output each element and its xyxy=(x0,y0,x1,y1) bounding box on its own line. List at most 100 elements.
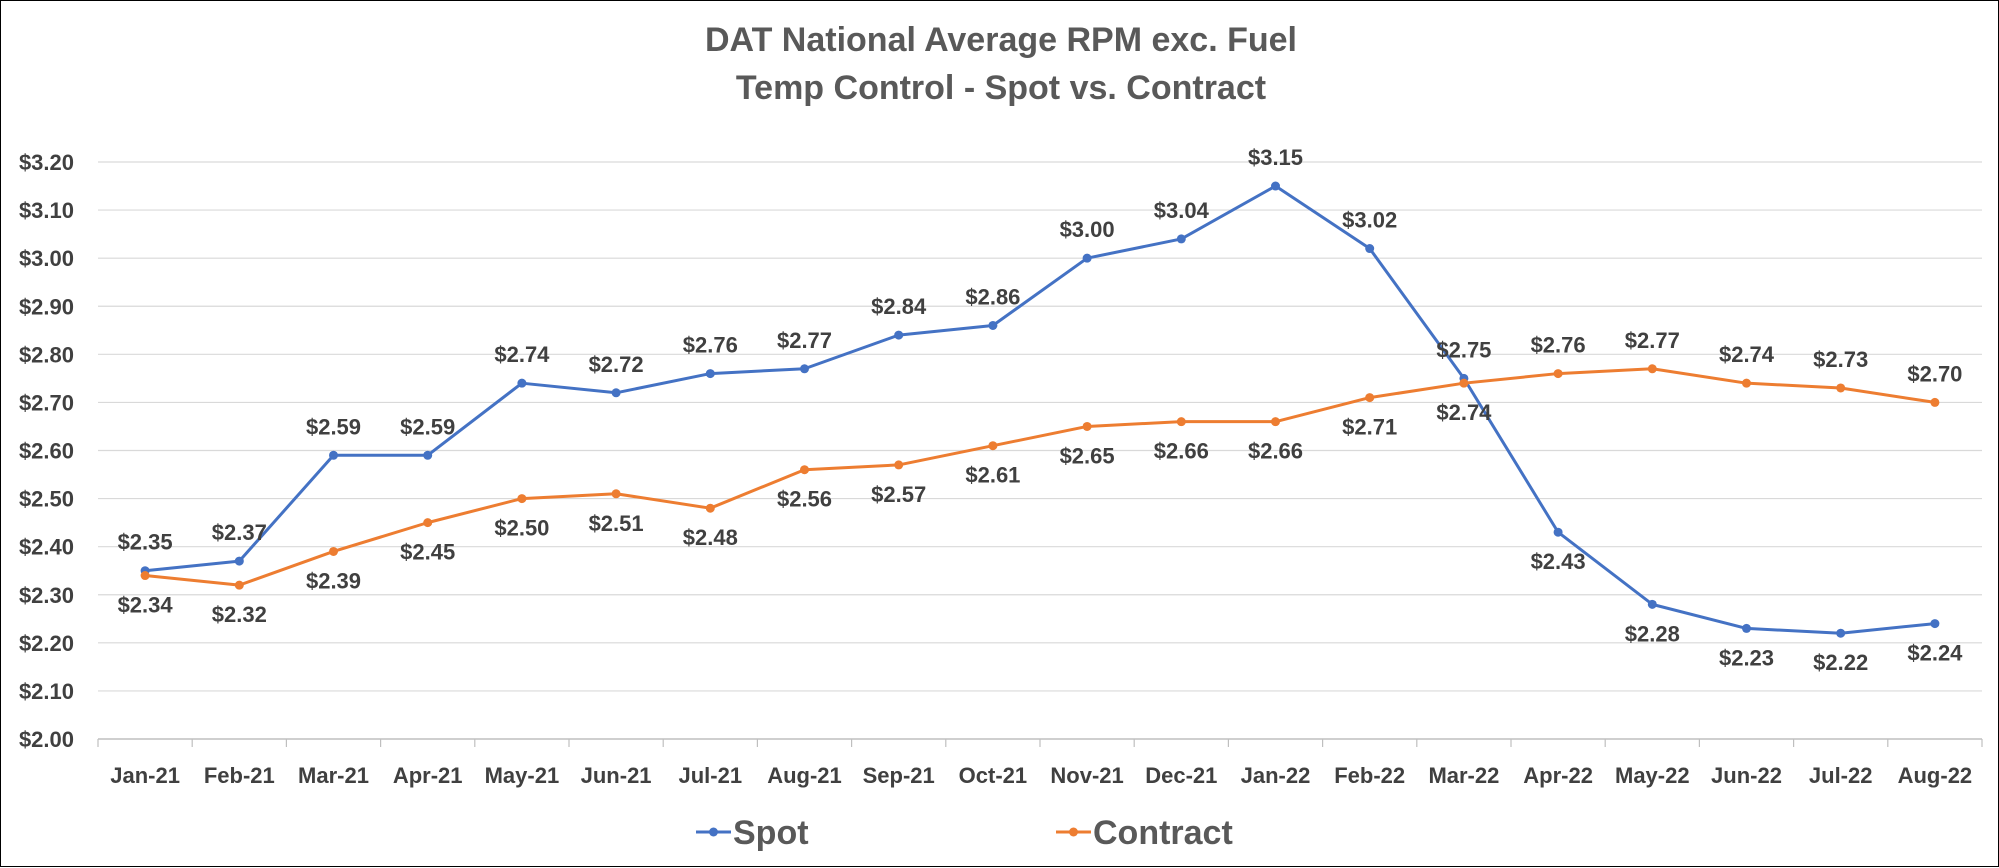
chart-title: DAT National Average RPM exc. Fuel xyxy=(705,21,1297,59)
data-point-spot xyxy=(1930,619,1940,629)
x-tick-label: Oct-21 xyxy=(959,763,1027,788)
data-label-contract: $2.56 xyxy=(777,487,832,512)
data-point-contract xyxy=(329,546,338,556)
data-point-contract xyxy=(423,518,433,528)
data-point-spot xyxy=(1082,253,1092,263)
legend: Spot Contract xyxy=(696,814,1233,852)
series-line-spot xyxy=(144,184,1936,635)
x-tick-label: Mar-21 xyxy=(298,763,369,788)
y-tick-label: $2.40 xyxy=(19,535,74,560)
x-tick-label: May-22 xyxy=(1615,763,1690,788)
x-tick-label: Apr-21 xyxy=(393,763,463,788)
data-label-contract: $2.76 xyxy=(1531,333,1586,358)
y-tick-label: $2.50 xyxy=(19,487,74,512)
data-label-spot: $2.77 xyxy=(777,328,832,353)
data-label-contract: $2.74 xyxy=(1436,400,1492,425)
data-point-contract xyxy=(1742,378,1751,388)
data-point-contract xyxy=(1176,417,1186,427)
y-tick-label: $3.00 xyxy=(19,246,74,271)
data-point-contract xyxy=(234,580,244,590)
legend-item-contract: Contract xyxy=(1056,814,1233,852)
data-label-spot: $2.22 xyxy=(1813,650,1868,675)
data-label-contract: $2.70 xyxy=(1907,361,1962,386)
data-point-spot xyxy=(705,369,715,379)
data-point-spot xyxy=(1647,599,1657,609)
data-label-spot: $2.37 xyxy=(212,520,267,545)
data-label-contract: $2.57 xyxy=(871,482,926,507)
data-label-contract: $2.48 xyxy=(683,525,738,550)
data-label-spot: $3.04 xyxy=(1154,198,1210,223)
data-label-spot: $2.75 xyxy=(1436,337,1491,362)
series-lines xyxy=(144,184,1936,635)
data-label-contract: $2.66 xyxy=(1248,439,1303,464)
data-point-spot xyxy=(800,364,809,374)
data-point-contract xyxy=(800,465,809,475)
data-label-contract: $2.50 xyxy=(494,516,549,541)
data-point-contract xyxy=(140,571,150,581)
data-label-spot: $2.24 xyxy=(1907,641,1963,666)
legend-label: Contract xyxy=(1093,814,1233,852)
data-label-spot: $2.43 xyxy=(1531,549,1586,574)
y-tick-label: $2.30 xyxy=(19,583,74,608)
data-point-contract xyxy=(1271,417,1280,427)
x-tick-label: Nov-21 xyxy=(1050,763,1123,788)
data-label-spot: $2.74 xyxy=(494,342,550,367)
data-label-contract: $2.77 xyxy=(1625,328,1680,353)
data-point-contract xyxy=(988,441,998,451)
data-point-contract xyxy=(1553,369,1563,379)
y-tick-label: $2.70 xyxy=(19,390,74,415)
x-tick-label: Aug-22 xyxy=(1898,763,1973,788)
data-point-spot xyxy=(1742,623,1751,633)
series-points xyxy=(140,181,1940,638)
chart-subtitle: Temp Control - Spot vs. Contract xyxy=(736,69,1266,107)
y-tick-label: $3.10 xyxy=(19,198,74,223)
x-tick-label: Jan-21 xyxy=(110,763,180,788)
x-tick-label: Apr-22 xyxy=(1523,763,1593,788)
data-point-contract xyxy=(894,460,904,470)
gridlines xyxy=(98,161,1982,692)
y-tick-label: $2.00 xyxy=(19,727,74,752)
data-label-spot: $2.35 xyxy=(118,530,173,555)
data-point-contract xyxy=(517,494,527,504)
x-tick-label: Jul-22 xyxy=(1809,763,1873,788)
y-tick-label: $2.10 xyxy=(19,679,74,704)
data-label-contract: $2.73 xyxy=(1813,347,1868,372)
x-axis: Jan-21 Feb-21 Mar-21 Apr-21 May-21 Jun-21 Jul-… xyxy=(97,738,1983,788)
data-label-contract: $2.66 xyxy=(1154,439,1209,464)
data-label-contract: $2.61 xyxy=(965,463,1020,488)
y-tick-label: $2.20 xyxy=(19,631,74,656)
x-tick-label: Aug-21 xyxy=(767,763,842,788)
data-point-spot xyxy=(611,388,621,398)
data-label-spot: $2.84 xyxy=(871,294,927,319)
data-point-spot xyxy=(894,330,904,340)
data-point-spot xyxy=(423,450,433,460)
y-tick-label: $3.20 xyxy=(19,150,74,175)
data-point-contract xyxy=(1930,397,1940,407)
data-labels: $2.35 $2.37 $2.59 $2.59 $2.74 $2.72 $2.76 $2.77… xyxy=(118,145,1964,675)
data-point-contract xyxy=(1365,393,1375,403)
data-label-contract: $2.39 xyxy=(306,568,361,593)
data-point-contract xyxy=(705,503,715,513)
data-label-contract: $2.34 xyxy=(118,593,174,618)
data-label-contract: $2.74 xyxy=(1719,342,1775,367)
data-label-spot: $2.86 xyxy=(965,284,1020,309)
data-label-spot: $2.76 xyxy=(683,333,738,358)
data-point-contract xyxy=(1459,378,1469,388)
data-label-spot: $2.72 xyxy=(589,352,644,377)
data-point-spot xyxy=(234,556,244,566)
data-point-spot xyxy=(1365,244,1375,254)
data-label-spot: $2.28 xyxy=(1625,621,1680,646)
data-label-spot: $2.59 xyxy=(306,414,361,439)
data-label-contract: $2.71 xyxy=(1342,415,1397,440)
data-point-contract xyxy=(1836,383,1846,393)
x-tick-label: Feb-22 xyxy=(1334,763,1405,788)
data-point-contract xyxy=(1647,364,1657,374)
y-axis: $2.00 $2.10 $2.20 $2.30 $2.40 $2.50 $2.60 $2.70… xyxy=(19,150,74,752)
series-line-contract xyxy=(144,367,1936,587)
y-tick-label: $2.80 xyxy=(19,342,74,367)
data-point-spot xyxy=(1836,628,1846,638)
data-point-contract xyxy=(611,489,621,499)
data-point-spot xyxy=(517,378,527,388)
